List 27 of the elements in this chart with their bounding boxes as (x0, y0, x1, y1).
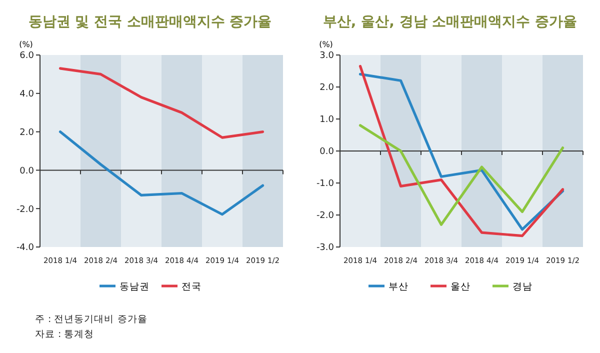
text: 자료 : 통계청 (35, 329, 94, 340)
y-axis-title: (%) (319, 40, 333, 49)
legend-label: 울산 (450, 281, 470, 292)
y-tick-label: 3.0 (320, 51, 334, 62)
y-tick-label: -3.0 (316, 243, 334, 254)
chart-title: 부산, 울산, 경남 소매판매액지수 증가율 (322, 14, 578, 30)
y-tick-label: 2.0 (20, 128, 34, 138)
y-tick-label: -2.0 (316, 211, 334, 222)
line-series (58, 67, 264, 139)
legend-label: 경남 (512, 281, 532, 292)
legend-label: 부산 (388, 281, 408, 292)
y-tick-label: 0.0 (20, 166, 34, 176)
legend-label: 동남권 (120, 281, 150, 292)
y-axis-title: (%) (19, 40, 33, 49)
y-tick-label: 4.0 (20, 90, 34, 100)
y-tick-label: 0.0 (320, 147, 334, 158)
y-tick-label: 2.0 (320, 83, 334, 94)
y-tick-label: -4.0 (16, 243, 34, 254)
y-tick-label: -1.0 (316, 179, 334, 190)
legend-label: 전국 (182, 281, 202, 292)
chart-title: 동남권 및 전국 소매판매액지수 증가율 (28, 14, 272, 30)
line-series (58, 130, 264, 216)
y-tick-label: 1.0 (320, 115, 334, 126)
y-tick-label: 6.0 (20, 51, 34, 62)
line-series (358, 124, 564, 226)
y-tick-label: -2.0 (16, 204, 34, 215)
text: 주 : 전년동기대비 증가율 (35, 314, 148, 325)
